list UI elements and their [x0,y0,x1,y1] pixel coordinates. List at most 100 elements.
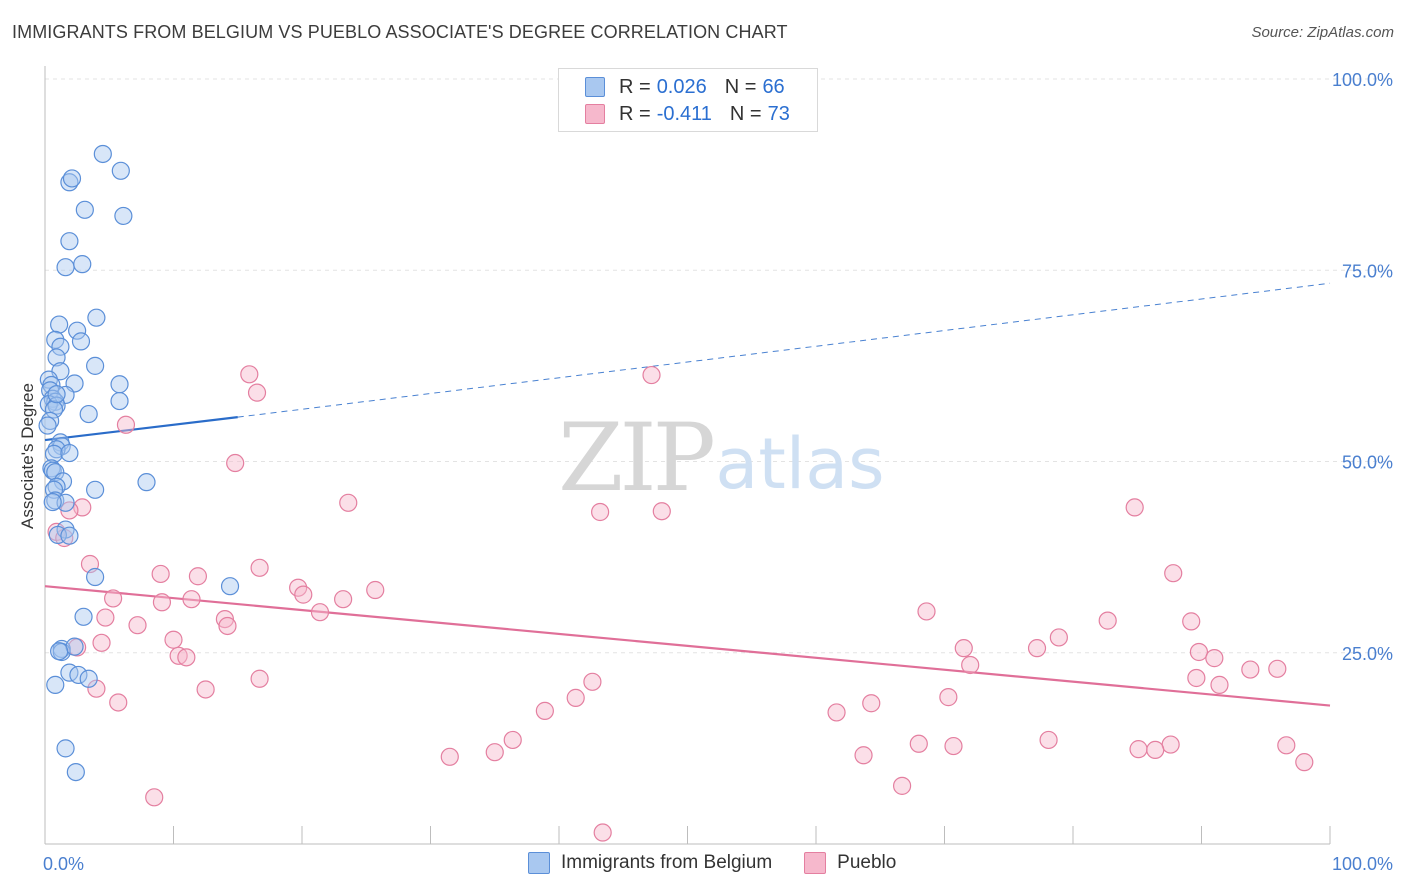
data-point-belgium [73,255,92,274]
x-tick-label: 0.0% [43,854,84,874]
data-point-pueblo [177,648,196,667]
data-point-pueblo [503,730,522,750]
data-point-pueblo [1277,736,1296,755]
data-point-belgium [68,321,87,340]
data-point-pueblo [566,688,585,707]
bottom-legend-belgium: Immigrants from Belgium [528,852,772,874]
bottom-legend-label: Pueblo [837,852,897,873]
data-point-pueblo [862,694,881,713]
data-point-belgium [43,492,62,512]
legend-n-value: 73 [767,102,790,125]
data-point-belgium [60,526,79,545]
data-point-pueblo [1189,642,1209,662]
data-point-pueblo [917,602,936,621]
watermark-zip: ZIP [558,404,712,513]
data-point-pueblo [104,589,123,608]
data-point-pueblo [485,743,504,762]
data-point-pueblo [1125,498,1144,517]
data-point-pueblo [128,616,147,635]
bottom-legend: Immigrants from Belgium Pueblo [528,852,928,874]
data-point-pueblo [164,630,183,649]
legend-swatch-blue [585,77,605,97]
data-point-belgium [93,144,112,164]
bottom-legend-label: Immigrants from Belgium [561,852,773,873]
data-point-pueblo [961,655,980,675]
data-point-pueblo [944,736,963,756]
data-point-pueblo [1146,740,1165,760]
data-point-pueblo [334,590,353,609]
data-point-pueblo [440,747,459,766]
data-point-pueblo [593,823,612,842]
data-point-pueblo [250,558,269,577]
data-point-pueblo [92,633,111,652]
legend-row-pueblo: R = -0.411 N = 73 [585,101,790,127]
legend: R = 0.026 N = 66 R = -0.411 N = 73 [558,68,818,132]
data-point-pueblo [226,453,245,473]
legend-r-label: R = [619,102,651,125]
data-point-pueblo [1295,753,1314,772]
data-point-pueblo [339,493,358,512]
data-point-pueblo [1098,611,1117,630]
trend-line-pueblo [44,585,1331,707]
source-label: Source: ZipAtlas.com [1251,24,1394,41]
data-point-belgium [220,577,240,596]
bottom-legend-swatch-blue [528,852,550,874]
data-point-pueblo [1027,639,1047,658]
data-point-belgium [52,437,71,456]
y-tick-label: 50.0% [1342,453,1393,473]
data-point-pueblo [145,788,164,807]
chart-title: IMMIGRANTS FROM BELGIUM VS PUEBLO ASSOCI… [12,22,788,42]
data-point-belgium [86,356,105,375]
data-point-pueblo [169,646,188,665]
data-point-belgium [60,443,79,463]
data-point-pueblo [827,703,846,722]
data-point-pueblo [182,590,201,609]
data-point-belgium [46,463,65,482]
y-tick-label: 25.0% [1342,644,1393,664]
data-point-pueblo [116,415,136,434]
data-point-belgium [51,337,70,356]
data-point-belgium [137,473,156,492]
legend-n-label: N = [724,75,757,98]
data-point-pueblo [96,608,115,627]
data-point-pueblo [1205,649,1224,668]
data-point-belgium [44,400,64,419]
data-point-belgium [110,391,129,411]
data-point-belgium [75,200,94,219]
data-point-pueblo [294,585,313,604]
x-tick-label: 100.0% [1332,854,1393,874]
data-point-pueblo [1241,660,1260,679]
data-point-belgium [47,477,66,496]
legend-swatch-pink [585,104,605,124]
legend-r-value: 0.026 [656,75,707,98]
data-point-pueblo [1182,612,1201,631]
data-point-pueblo [87,679,106,698]
data-point-pueblo [250,669,269,688]
data-point-pueblo [854,746,873,765]
data-point-belgium [60,232,79,251]
y-axis-label: Associate's Degree [18,383,37,529]
data-point-pueblo [909,734,928,753]
watermark-atlas: atlas [715,423,884,505]
data-point-belgium [114,206,133,226]
data-point-belgium [87,308,106,327]
data-point-pueblo [1039,730,1058,750]
trend-line-belgium [44,416,238,442]
data-point-belgium [86,567,105,587]
data-point-belgium [46,675,65,694]
data-point-belgium [56,739,75,758]
data-point-pueblo [583,672,602,691]
data-point-belgium [79,404,98,424]
data-point-belgium [65,637,84,656]
data-point-pueblo [151,564,170,584]
data-point-pueblo [240,365,259,384]
data-point-belgium [47,385,66,404]
data-point-belgium [86,480,105,499]
legend-r-label: R = [619,75,651,98]
data-point-belgium [71,332,91,351]
data-point-pueblo [152,593,172,612]
data-point-pueblo [892,776,912,795]
data-point-belgium [50,315,69,334]
data-point-pueblo [1187,668,1206,688]
